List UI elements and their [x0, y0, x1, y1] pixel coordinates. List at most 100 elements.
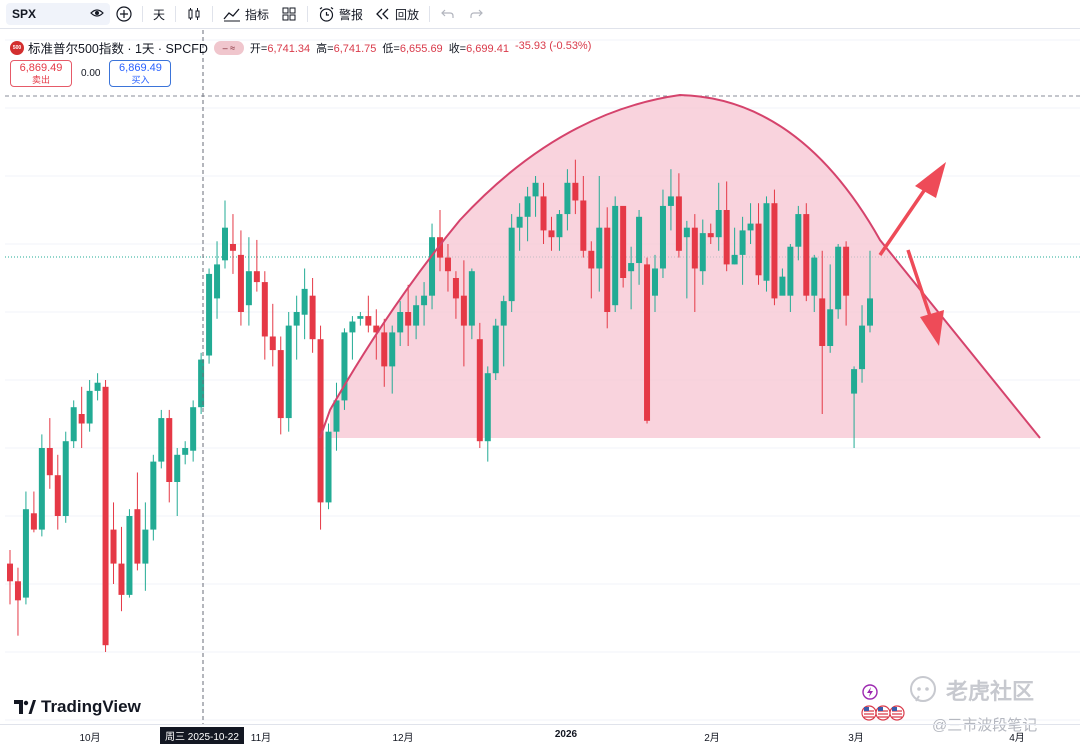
compare-button[interactable] [110, 0, 138, 28]
candle-body [492, 325, 499, 374]
author-watermark: @三市波段笔记 [932, 717, 1038, 734]
candle-body [421, 295, 428, 306]
indicator-toggle-icon[interactable]: – ≈ [213, 40, 244, 55]
candle-body [269, 336, 276, 351]
indicators-icon [223, 6, 241, 22]
us-flag-event-icon[interactable] [875, 705, 891, 721]
alarm-clock-icon [318, 6, 335, 23]
divider [212, 6, 214, 22]
candle-body [397, 312, 404, 333]
chart-type-button[interactable] [180, 0, 208, 28]
crosshair-date-label: 周三 2025-10-22 [160, 727, 244, 744]
layouts-button[interactable] [275, 0, 303, 28]
candle-body [715, 210, 722, 238]
candle-body [540, 196, 547, 231]
candle-body [787, 246, 794, 296]
arc-top-curve [319, 93, 1041, 439]
replay-button[interactable]: 回放 [369, 0, 425, 28]
close-value: 6,699.41 [466, 42, 509, 55]
candle-body [102, 386, 109, 646]
candle-body [437, 237, 443, 258]
candle-body [771, 203, 778, 299]
redo-icon [468, 7, 484, 21]
chart-legend: 500 标准普尔500指数 · 1天 · SPCFD – ≈ 开=6,741.3… [10, 38, 591, 57]
candle-body [229, 244, 236, 251]
community-watermark: 老虎社区 [908, 674, 1034, 706]
buy-button[interactable]: 6,869.49 买入 [109, 60, 172, 87]
candle-body [94, 382, 101, 391]
replay-label: 回放 [395, 7, 420, 22]
candle-body [699, 233, 706, 272]
candle-body [38, 448, 45, 530]
candle-body [245, 271, 252, 306]
candle-body [675, 196, 682, 251]
candle-body [707, 233, 714, 238]
candle-body [174, 454, 181, 482]
time-tick-label: 10月 [79, 733, 101, 744]
symbol-title[interactable]: 标准普尔500指数 · 1天 · SPCFD [28, 42, 208, 56]
candle-body [827, 309, 834, 346]
candle-body [62, 441, 69, 516]
sell-label: 卖出 [31, 74, 50, 85]
candle-body [484, 373, 491, 442]
candle-body [779, 276, 786, 296]
candle-body [803, 214, 810, 296]
candle-body [508, 227, 515, 302]
candle-body [596, 227, 603, 269]
candle-body [795, 214, 802, 247]
candle-body [691, 227, 698, 269]
us-flag-event-icon[interactable] [889, 705, 905, 721]
indicators-button[interactable]: 指标 [217, 0, 275, 28]
earnings-bolt-icon[interactable] [862, 684, 878, 700]
candle-body [110, 529, 117, 564]
redo-button[interactable] [462, 0, 490, 28]
candle-body [190, 407, 197, 451]
candle-body [819, 298, 826, 346]
candle-body [859, 325, 866, 370]
symbol-search[interactable]: SPX [6, 3, 110, 25]
alerts-button[interactable]: 警报 [312, 0, 369, 28]
undo-icon [440, 7, 456, 21]
candle-body [198, 359, 205, 408]
event-markers [861, 684, 909, 729]
candle-body [516, 216, 523, 228]
candle-body [54, 475, 61, 516]
tradingview-logo[interactable]: TradingView [14, 697, 141, 717]
candle-body [572, 182, 579, 201]
candle-body [118, 563, 125, 595]
candle-body [468, 271, 475, 326]
candle-body [667, 196, 674, 206]
candle-body [86, 390, 93, 424]
candle-body [811, 257, 818, 296]
open-key: 开= [249, 42, 268, 55]
candle-body [413, 305, 420, 326]
timeframe-button[interactable]: 天 [147, 0, 171, 28]
open-value: 6,741.34 [267, 42, 311, 55]
candle-body [206, 273, 213, 356]
candle-body [214, 264, 221, 299]
candle-body [317, 339, 324, 503]
candle-body [182, 448, 189, 455]
candle-body [556, 214, 563, 238]
candle-body [389, 332, 396, 367]
candle-body [22, 509, 29, 598]
watchlist-eye-icon[interactable] [90, 6, 104, 23]
candle-body [78, 414, 85, 424]
candle-body [580, 200, 587, 251]
candle-body [381, 332, 388, 367]
indicators-label: 指标 [245, 7, 270, 22]
candle-body [142, 529, 149, 564]
candle-body [524, 196, 531, 217]
sell-button[interactable]: 6,869.49 卖出 [10, 60, 72, 87]
us-flag-event-icon[interactable] [861, 705, 877, 721]
candle-body [548, 230, 555, 238]
candle-body [30, 513, 37, 530]
candle-body [620, 205, 627, 278]
candle-body [588, 250, 595, 269]
undo-button[interactable] [434, 0, 462, 28]
candle-body [452, 278, 459, 299]
candles [7, 159, 873, 652]
candle-body [365, 316, 372, 326]
candle-body [683, 227, 690, 238]
